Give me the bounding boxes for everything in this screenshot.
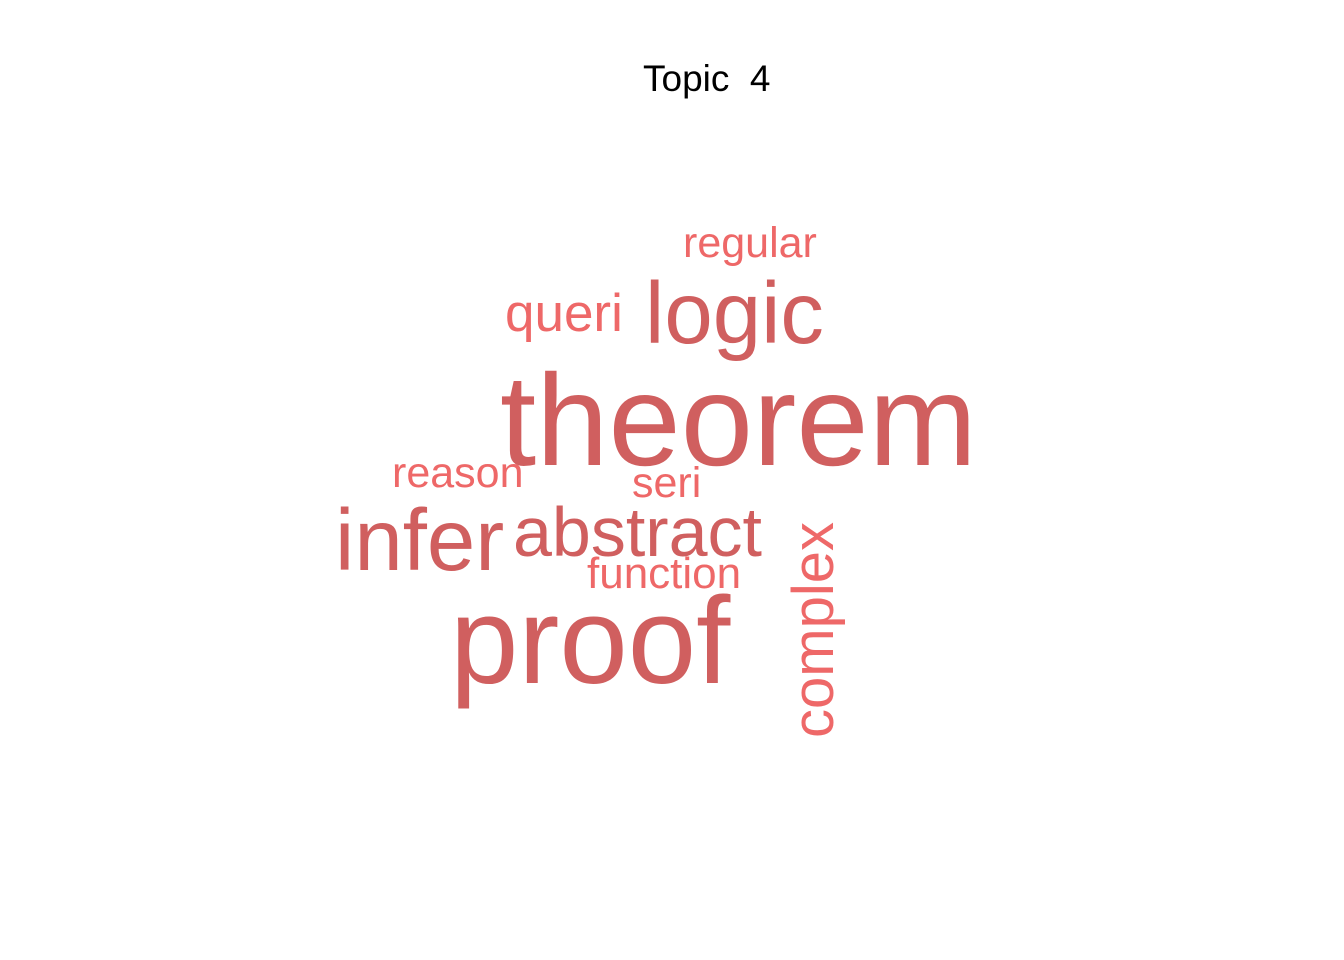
word-function: function (587, 549, 742, 598)
word-theorem: theorem (500, 347, 977, 493)
word-proof: proof (450, 573, 731, 710)
word-logic: logic (645, 265, 824, 362)
word-reason: reason (392, 449, 524, 497)
word-regular: regular (683, 219, 817, 267)
word-abstract: abstract (513, 493, 762, 571)
word-seri: seri (632, 459, 702, 507)
word-infer: infer (335, 492, 505, 589)
topic-title: Topic 4 (643, 58, 771, 99)
word-queri: queri (505, 284, 623, 343)
word-complex: complex (781, 522, 846, 738)
